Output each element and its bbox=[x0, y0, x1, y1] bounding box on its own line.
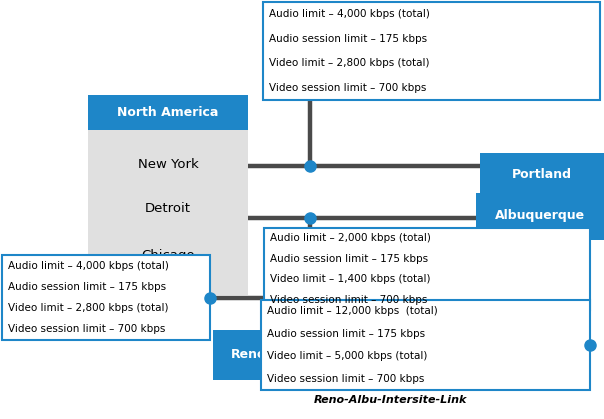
FancyBboxPatch shape bbox=[88, 130, 248, 295]
FancyBboxPatch shape bbox=[476, 193, 604, 240]
FancyBboxPatch shape bbox=[264, 228, 590, 310]
Text: Audio limit – 2,000 kbps (total): Audio limit – 2,000 kbps (total) bbox=[270, 233, 431, 243]
Text: Audio session limit – 175 kbps: Audio session limit – 175 kbps bbox=[8, 282, 166, 292]
Text: Audio session limit – 175 kbps: Audio session limit – 175 kbps bbox=[269, 34, 427, 44]
Text: Reno: Reno bbox=[231, 349, 267, 362]
Text: Video session limit – 700 kbps: Video session limit – 700 kbps bbox=[8, 324, 165, 334]
Text: Video limit – 5,000 kbps (total): Video limit – 5,000 kbps (total) bbox=[267, 351, 428, 361]
FancyBboxPatch shape bbox=[2, 255, 210, 340]
Text: New York: New York bbox=[138, 158, 198, 171]
Text: Video limit – 2,800 kbps (total): Video limit – 2,800 kbps (total) bbox=[8, 303, 169, 313]
FancyBboxPatch shape bbox=[261, 300, 590, 390]
FancyBboxPatch shape bbox=[213, 330, 285, 380]
Text: Portland: Portland bbox=[512, 168, 572, 181]
Text: Video limit – 1,400 kbps (total): Video limit – 1,400 kbps (total) bbox=[270, 274, 431, 284]
Text: Video session limit – 700 kbps: Video session limit – 700 kbps bbox=[269, 83, 426, 93]
FancyBboxPatch shape bbox=[480, 153, 604, 195]
Text: Albuquerque: Albuquerque bbox=[495, 210, 585, 222]
Text: Audio limit – 4,000 kbps (total): Audio limit – 4,000 kbps (total) bbox=[8, 261, 169, 271]
Text: North America: North America bbox=[117, 106, 219, 119]
Text: Detroit: Detroit bbox=[145, 202, 191, 215]
Text: Audio limit – 4,000 kbps (total): Audio limit – 4,000 kbps (total) bbox=[269, 9, 430, 19]
Text: Audio session limit – 175 kbps: Audio session limit – 175 kbps bbox=[270, 254, 428, 264]
Text: Audio limit – 12,000 kbps  (total): Audio limit – 12,000 kbps (total) bbox=[267, 306, 438, 316]
FancyBboxPatch shape bbox=[263, 2, 600, 100]
Text: Video session limit – 700 kbps: Video session limit – 700 kbps bbox=[270, 295, 428, 305]
Text: Video session limit – 700 kbps: Video session limit – 700 kbps bbox=[267, 374, 425, 384]
FancyBboxPatch shape bbox=[88, 95, 248, 130]
Text: Video limit – 2,800 kbps (total): Video limit – 2,800 kbps (total) bbox=[269, 58, 429, 68]
Text: Audio session limit – 175 kbps: Audio session limit – 175 kbps bbox=[267, 329, 425, 339]
Text: Chicago: Chicago bbox=[141, 248, 195, 261]
Text: Reno-Albu-Intersite-Link: Reno-Albu-Intersite-Link bbox=[313, 395, 467, 405]
